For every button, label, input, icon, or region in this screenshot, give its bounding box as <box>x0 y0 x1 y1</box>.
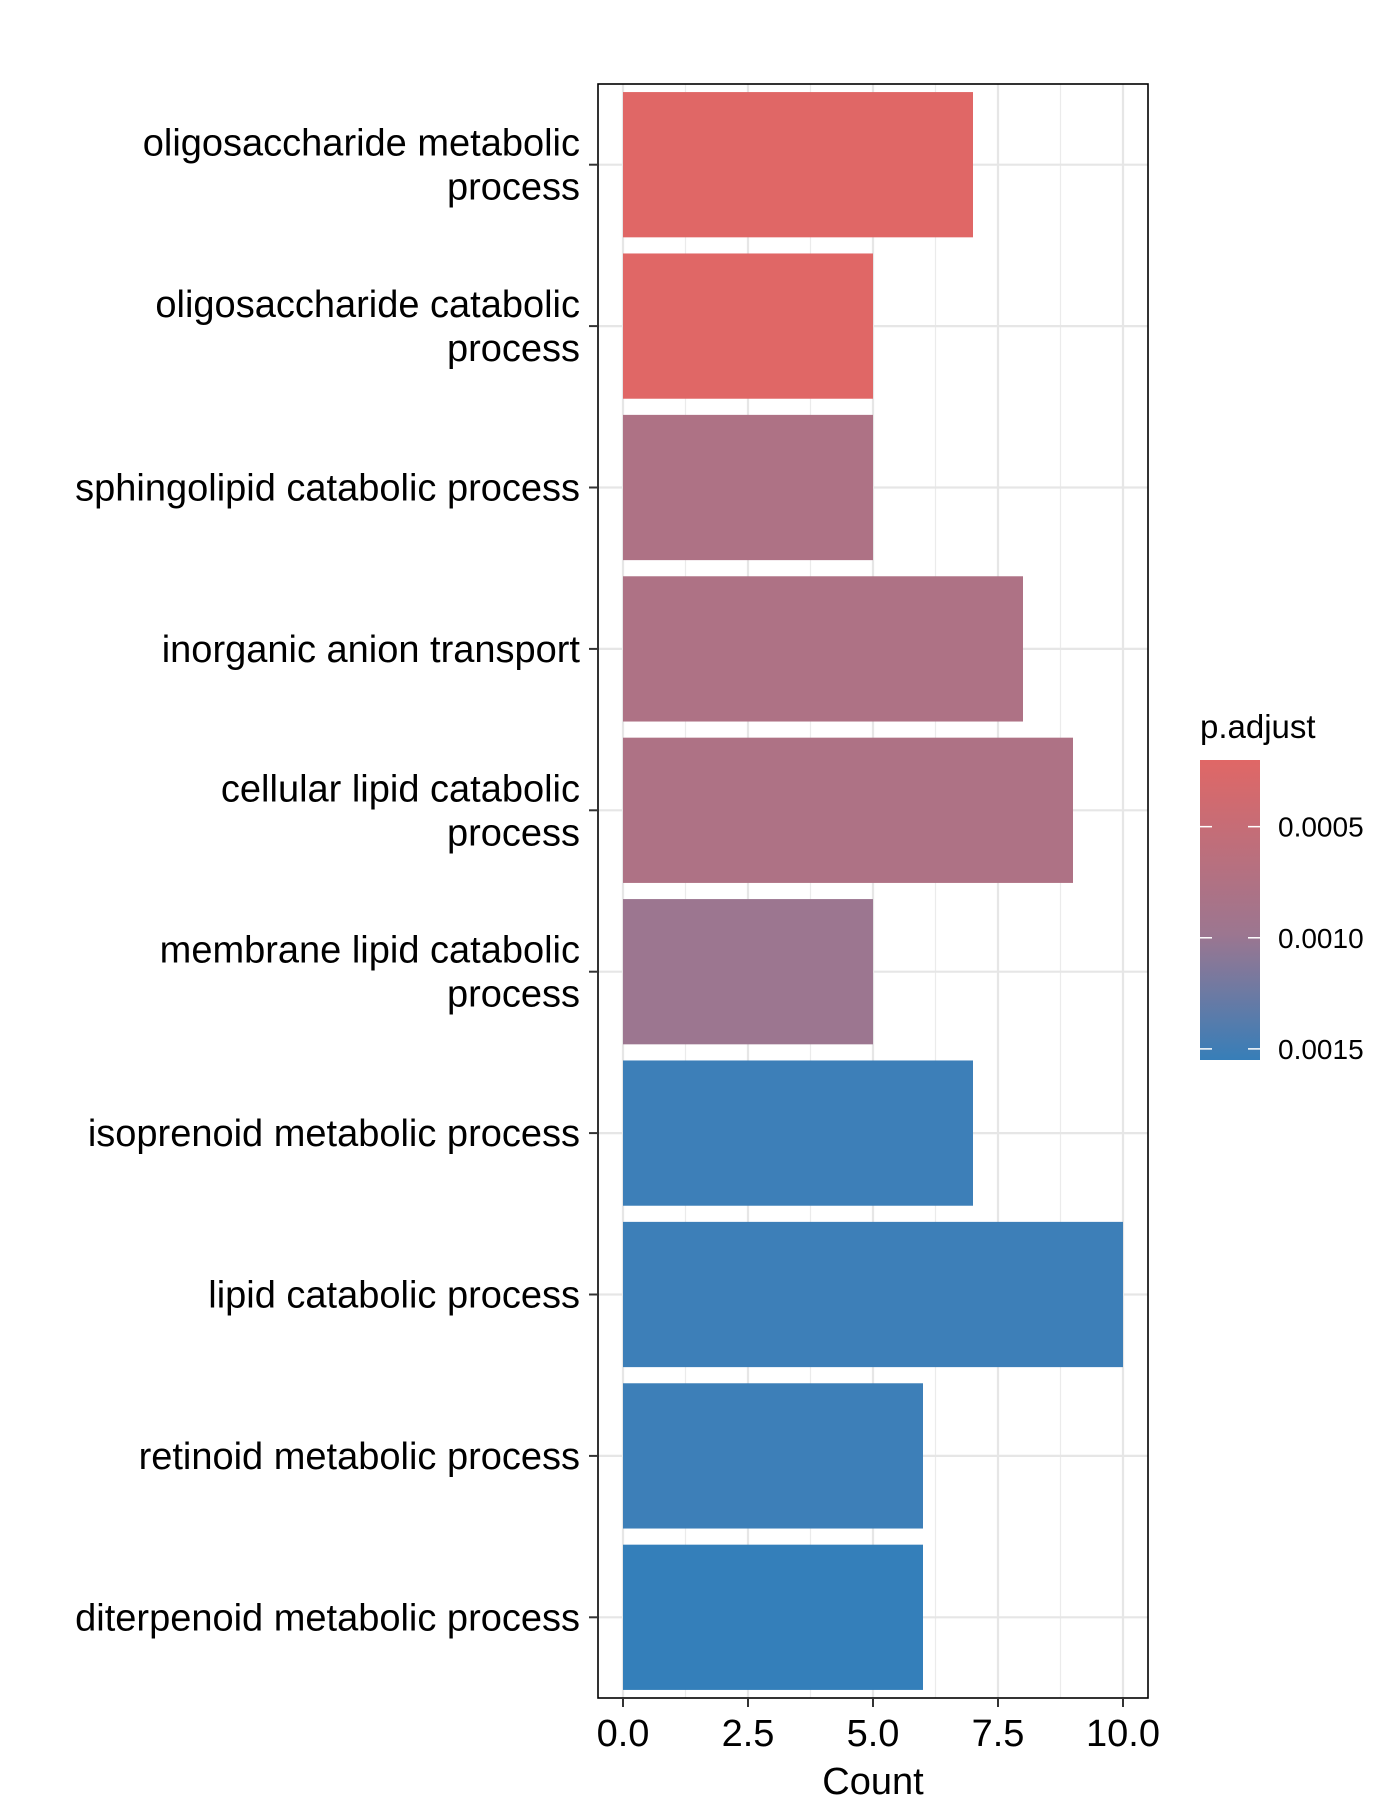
y-tick-label: process <box>447 812 580 854</box>
bar <box>623 253 873 399</box>
x-tick-label: 0.0 <box>597 1713 650 1755</box>
bar <box>623 737 1073 883</box>
x-tick-label: 10.0 <box>1086 1713 1160 1755</box>
bar <box>623 576 1023 722</box>
y-tick-label: sphingolipid catabolic process <box>75 468 580 510</box>
x-tick-label: 7.5 <box>972 1713 1025 1755</box>
y-tick-label: isoprenoid metabolic process <box>88 1113 580 1155</box>
legend-colorbar <box>1200 760 1260 1060</box>
legend-title: p.adjust <box>1200 708 1316 745</box>
x-tick-label: 5.0 <box>847 1713 900 1755</box>
bar <box>623 414 873 561</box>
y-tick-label: process <box>447 167 580 209</box>
y-tick-label: process <box>447 328 580 370</box>
bar <box>623 899 873 1045</box>
x-axis: 0.0 2.5 5.0 7.5 10.0 <box>597 1698 1160 1755</box>
bars <box>623 92 1123 1690</box>
y-tick-label: retinoid metabolic process <box>139 1436 580 1478</box>
legend-tick-label: 0.0010 <box>1278 923 1364 954</box>
legend-ticks: 0.0005 0.0010 0.0015 <box>1200 812 1364 1065</box>
legend-tick-label: 0.0015 <box>1278 1034 1364 1065</box>
bar <box>623 1221 1123 1368</box>
y-axis: oligosaccharide metabolicprocessoligosac… <box>75 123 598 1639</box>
color-legend: p.adjust 0.0005 0.0010 0.0015 <box>1200 708 1364 1065</box>
bar <box>623 1060 973 1206</box>
y-tick-label: membrane lipid catabolic <box>160 930 580 972</box>
y-tick-label: diterpenoid metabolic process <box>75 1597 580 1639</box>
x-tick-label: 2.5 <box>722 1713 775 1755</box>
bar <box>623 92 973 238</box>
x-axis-title: Count <box>822 1761 924 1800</box>
legend-tick-label: 0.0005 <box>1278 812 1364 843</box>
y-tick-label: oligosaccharide metabolic <box>143 123 580 165</box>
y-tick-label: inorganic anion transport <box>162 629 581 671</box>
y-tick-label: cellular lipid catabolic <box>221 768 580 810</box>
y-tick-label: process <box>447 974 580 1016</box>
y-tick-label: oligosaccharide catabolic <box>155 284 580 326</box>
bar <box>623 1544 923 1690</box>
bar <box>623 1383 923 1529</box>
y-tick-label: lipid catabolic process <box>208 1275 580 1317</box>
